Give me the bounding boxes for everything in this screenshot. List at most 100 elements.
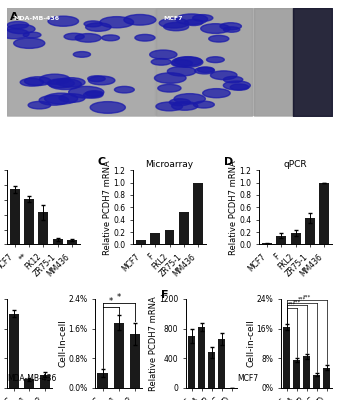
Circle shape bbox=[172, 57, 203, 67]
Circle shape bbox=[57, 78, 85, 87]
Bar bbox=[179, 212, 188, 244]
Circle shape bbox=[39, 95, 69, 105]
Bar bbox=[291, 233, 301, 244]
Text: ***: *** bbox=[302, 294, 311, 299]
Circle shape bbox=[195, 67, 215, 74]
Bar bbox=[24, 379, 34, 388]
Circle shape bbox=[174, 57, 202, 66]
Y-axis label: Cell-In-cell: Cell-In-cell bbox=[58, 320, 67, 367]
Circle shape bbox=[48, 16, 79, 26]
Bar bbox=[293, 360, 300, 388]
Circle shape bbox=[84, 21, 102, 27]
Bar bbox=[303, 356, 310, 388]
Title: qPCR: qPCR bbox=[284, 160, 307, 169]
Bar bbox=[130, 334, 140, 388]
Circle shape bbox=[73, 52, 91, 57]
Circle shape bbox=[158, 84, 181, 92]
Circle shape bbox=[209, 35, 229, 42]
Text: *: * bbox=[117, 294, 121, 302]
Circle shape bbox=[223, 76, 243, 83]
Bar bbox=[319, 182, 329, 244]
Text: F: F bbox=[161, 290, 169, 300]
Bar bbox=[98, 373, 108, 388]
Text: A: A bbox=[10, 12, 19, 22]
Bar bbox=[67, 240, 77, 244]
Bar bbox=[283, 327, 290, 388]
Bar bbox=[305, 218, 315, 244]
Text: ***: *** bbox=[297, 297, 306, 302]
Circle shape bbox=[100, 17, 134, 28]
Text: *: * bbox=[108, 297, 113, 306]
Circle shape bbox=[201, 24, 230, 34]
Y-axis label: Cell-in-cell: Cell-in-cell bbox=[246, 320, 255, 367]
Circle shape bbox=[47, 79, 74, 88]
Text: MDA-MB-436: MDA-MB-436 bbox=[13, 16, 59, 20]
Circle shape bbox=[68, 86, 104, 98]
Circle shape bbox=[174, 94, 205, 104]
Text: C: C bbox=[98, 157, 106, 167]
Circle shape bbox=[223, 27, 240, 32]
Circle shape bbox=[184, 20, 203, 26]
Circle shape bbox=[164, 22, 189, 31]
Circle shape bbox=[83, 92, 103, 98]
Bar bbox=[198, 327, 205, 388]
Circle shape bbox=[59, 94, 85, 102]
Circle shape bbox=[85, 91, 103, 96]
Circle shape bbox=[44, 93, 78, 104]
Circle shape bbox=[220, 23, 241, 30]
Y-axis label: Relative PCDH7 mRNA: Relative PCDH7 mRNA bbox=[103, 160, 112, 255]
Bar bbox=[24, 199, 34, 244]
Circle shape bbox=[156, 102, 182, 111]
Bar bbox=[208, 352, 215, 388]
Circle shape bbox=[135, 34, 155, 41]
Circle shape bbox=[23, 32, 41, 38]
Text: MCF7: MCF7 bbox=[237, 374, 258, 383]
Circle shape bbox=[230, 84, 249, 90]
Bar bbox=[276, 236, 286, 244]
Circle shape bbox=[124, 14, 156, 25]
Circle shape bbox=[64, 33, 84, 40]
Circle shape bbox=[171, 60, 193, 67]
Bar bbox=[9, 314, 19, 388]
Circle shape bbox=[20, 78, 44, 86]
Bar bbox=[114, 323, 124, 388]
Circle shape bbox=[176, 14, 208, 24]
Circle shape bbox=[88, 76, 115, 85]
Circle shape bbox=[159, 18, 188, 28]
Circle shape bbox=[172, 102, 198, 110]
Circle shape bbox=[150, 50, 177, 59]
Y-axis label: Relative PCDH7 mRNA: Relative PCDH7 mRNA bbox=[149, 296, 158, 391]
Circle shape bbox=[167, 66, 196, 76]
Circle shape bbox=[0, 29, 29, 39]
Circle shape bbox=[90, 102, 125, 113]
Circle shape bbox=[75, 34, 101, 42]
Text: ***: *** bbox=[293, 299, 301, 304]
Y-axis label: Relative PCDH7 mRNA: Relative PCDH7 mRNA bbox=[229, 160, 238, 255]
Circle shape bbox=[170, 99, 190, 106]
Circle shape bbox=[102, 35, 119, 41]
Circle shape bbox=[86, 23, 111, 31]
Bar bbox=[218, 339, 225, 388]
Bar bbox=[40, 375, 49, 388]
Circle shape bbox=[194, 101, 214, 108]
Bar bbox=[313, 375, 320, 388]
Bar bbox=[38, 212, 48, 244]
Bar bbox=[193, 182, 203, 244]
Bar bbox=[262, 243, 272, 244]
Bar bbox=[10, 190, 20, 244]
Circle shape bbox=[193, 15, 213, 21]
Circle shape bbox=[28, 102, 51, 109]
Title: Microarray: Microarray bbox=[145, 160, 194, 169]
Circle shape bbox=[197, 67, 214, 72]
Circle shape bbox=[223, 81, 250, 90]
Bar bbox=[53, 239, 63, 244]
Circle shape bbox=[49, 79, 81, 90]
Bar bbox=[323, 368, 330, 388]
Text: ***: *** bbox=[287, 302, 296, 307]
Text: MDA-MB-436: MDA-MB-436 bbox=[7, 374, 57, 383]
Circle shape bbox=[211, 71, 237, 80]
Bar bbox=[151, 233, 160, 244]
Circle shape bbox=[7, 24, 35, 34]
Text: D: D bbox=[224, 157, 233, 167]
Circle shape bbox=[151, 58, 171, 65]
